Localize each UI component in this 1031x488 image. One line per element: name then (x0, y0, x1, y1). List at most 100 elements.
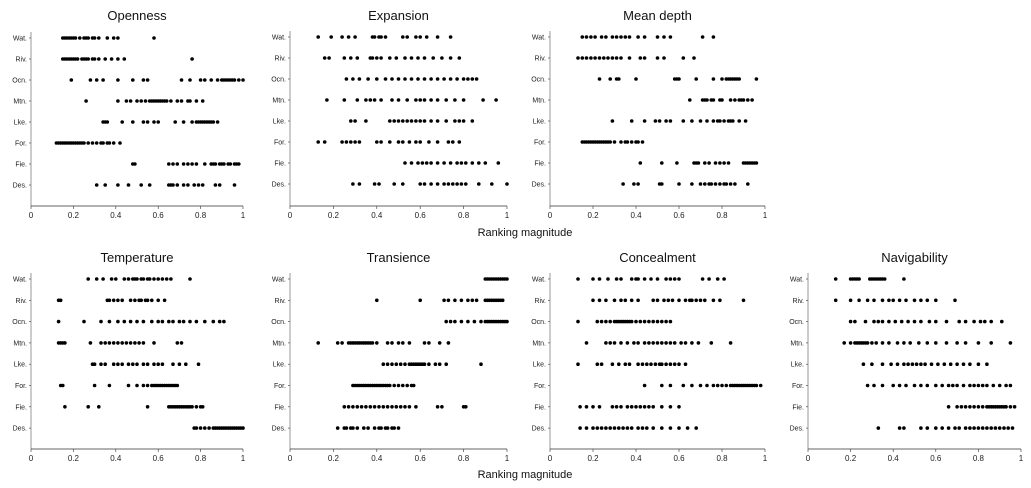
data-point (912, 383, 917, 388)
data-point (655, 298, 660, 303)
data-point (459, 298, 464, 303)
data-point (597, 56, 602, 60)
data-point (833, 277, 838, 281)
data-point (951, 383, 955, 388)
data-point (237, 162, 241, 166)
data-point (668, 426, 673, 430)
data-point (403, 77, 407, 81)
data-point (614, 277, 619, 281)
data-point (409, 161, 414, 165)
x-tick-label: 0.6 (673, 454, 685, 463)
data-point (642, 405, 647, 409)
data-point (842, 341, 846, 345)
data-point (703, 161, 707, 165)
category-label: Riv. (15, 57, 27, 64)
data-point (135, 277, 139, 281)
data-point (344, 140, 349, 144)
data-point (728, 182, 733, 186)
data-point (612, 140, 617, 144)
data-point (597, 405, 602, 409)
data-point (355, 98, 360, 102)
data-point (86, 36, 90, 40)
data-point (612, 341, 617, 345)
data-point (634, 405, 638, 409)
data-point (455, 161, 459, 165)
data-point (602, 56, 606, 60)
data-point (414, 119, 418, 123)
x-axis-title: Ranking magnitude (478, 469, 573, 481)
data-point (490, 182, 494, 186)
data-point (145, 362, 150, 367)
data-point (718, 119, 722, 123)
data-point (976, 362, 981, 367)
data-point (610, 119, 615, 123)
data-point (379, 426, 383, 430)
data-point (414, 405, 418, 409)
data-point (985, 426, 989, 430)
data-point (116, 57, 120, 61)
data-point (627, 362, 632, 367)
data-point (145, 298, 150, 303)
data-point (720, 383, 724, 388)
data-point (698, 298, 703, 303)
data-point (394, 405, 399, 409)
data-point (617, 77, 621, 81)
data-point (455, 77, 459, 81)
data-point (632, 182, 636, 186)
category-label: Riv. (15, 298, 27, 305)
data-point (370, 56, 375, 60)
data-point (435, 161, 440, 165)
x-tick-label: 0.6 (415, 454, 427, 463)
data-point (470, 119, 475, 123)
data-point (874, 341, 878, 345)
data-point (131, 120, 135, 124)
data-point (444, 98, 449, 102)
data-point (726, 161, 731, 165)
data-point (359, 405, 364, 409)
data-point (707, 277, 711, 281)
data-point (122, 57, 127, 61)
category-label: Des. (13, 183, 27, 190)
data-point (711, 383, 716, 388)
data-point (164, 99, 169, 103)
data-point (424, 161, 429, 165)
data-point (604, 426, 608, 430)
data-point (614, 405, 619, 409)
panel-title: Transience (367, 250, 431, 265)
category-label: Riv. (792, 298, 804, 305)
data-point (1008, 383, 1013, 388)
data-point (464, 182, 468, 186)
data-point (953, 426, 957, 430)
data-point (705, 383, 709, 388)
data-point (120, 341, 124, 345)
data-point (101, 277, 105, 281)
x-tick-label: 0.2 (328, 211, 340, 220)
data-point (453, 319, 457, 324)
data-point (668, 405, 673, 409)
data-point (94, 78, 99, 82)
data-point (411, 383, 416, 388)
data-point (741, 298, 746, 303)
data-point (103, 57, 107, 61)
data-point (401, 341, 405, 345)
data-point (741, 98, 746, 102)
data-point (101, 141, 105, 145)
data-point (126, 362, 131, 367)
data-point (396, 98, 401, 102)
data-point (453, 119, 457, 123)
data-point (366, 77, 370, 81)
data-point (241, 426, 245, 430)
data-point (388, 140, 392, 144)
category-label: Lke. (533, 119, 546, 126)
data-point (593, 35, 597, 39)
data-point (623, 362, 628, 367)
data-point (754, 77, 759, 81)
data-point (194, 319, 199, 324)
data-point (440, 405, 444, 409)
data-point (853, 319, 857, 324)
data-point (135, 362, 139, 367)
data-point (629, 298, 634, 303)
data-point (963, 405, 968, 409)
x-tick-label: 0.8 (716, 454, 728, 463)
data-point (353, 119, 357, 123)
